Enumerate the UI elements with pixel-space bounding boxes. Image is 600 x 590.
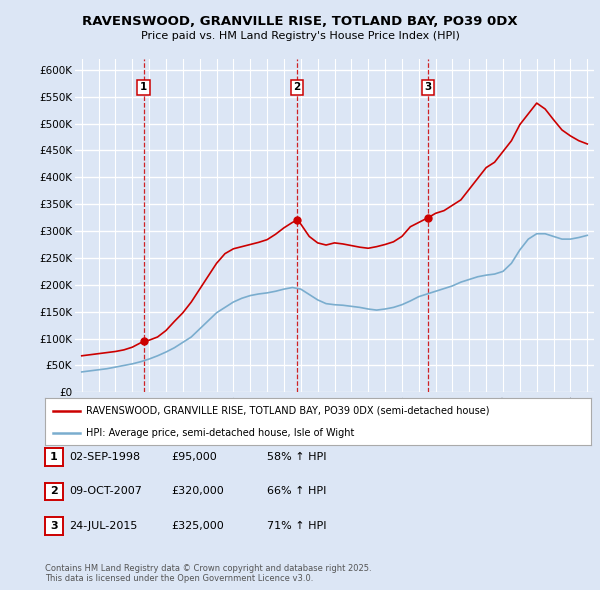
Text: 1: 1	[50, 453, 58, 462]
Text: £320,000: £320,000	[171, 487, 224, 496]
Text: 09-OCT-2007: 09-OCT-2007	[69, 487, 142, 496]
Text: 2: 2	[293, 83, 301, 92]
Text: RAVENSWOOD, GRANVILLE RISE, TOTLAND BAY, PO39 0DX: RAVENSWOOD, GRANVILLE RISE, TOTLAND BAY,…	[82, 15, 518, 28]
Text: 2: 2	[50, 487, 58, 496]
Text: 58% ↑ HPI: 58% ↑ HPI	[267, 453, 326, 462]
Text: 66% ↑ HPI: 66% ↑ HPI	[267, 487, 326, 496]
Text: 3: 3	[50, 521, 58, 530]
Text: HPI: Average price, semi-detached house, Isle of Wight: HPI: Average price, semi-detached house,…	[86, 428, 355, 438]
Text: 24-JUL-2015: 24-JUL-2015	[69, 521, 137, 530]
Text: 02-SEP-1998: 02-SEP-1998	[69, 453, 140, 462]
Text: £95,000: £95,000	[171, 453, 217, 462]
Text: 71% ↑ HPI: 71% ↑ HPI	[267, 521, 326, 530]
Text: RAVENSWOOD, GRANVILLE RISE, TOTLAND BAY, PO39 0DX (semi-detached house): RAVENSWOOD, GRANVILLE RISE, TOTLAND BAY,…	[86, 406, 490, 416]
Text: Price paid vs. HM Land Registry's House Price Index (HPI): Price paid vs. HM Land Registry's House …	[140, 31, 460, 41]
Text: £325,000: £325,000	[171, 521, 224, 530]
Text: 3: 3	[425, 83, 432, 92]
Text: 1: 1	[140, 83, 147, 92]
Text: Contains HM Land Registry data © Crown copyright and database right 2025.
This d: Contains HM Land Registry data © Crown c…	[45, 563, 371, 583]
